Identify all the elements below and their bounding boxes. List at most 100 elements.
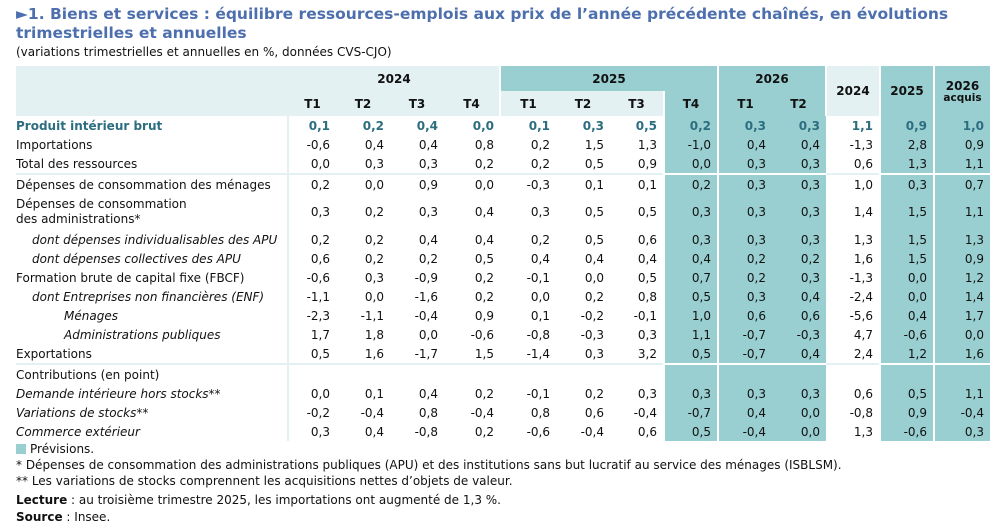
value-cell: 1,1 bbox=[851, 118, 873, 133]
value-cell: -0,7 bbox=[717, 344, 772, 364]
value-cell: 0,9 bbox=[879, 403, 934, 422]
value-cell: 0,4 bbox=[418, 232, 438, 247]
value-cell: -0,6 bbox=[879, 325, 934, 344]
value-cell: 0,2 bbox=[287, 173, 336, 194]
value-cell: 0,2 bbox=[474, 386, 494, 401]
table-subtitle: (variations trimestrielles et annuelles … bbox=[16, 45, 392, 59]
value-cell: -0,2 bbox=[580, 308, 604, 323]
value-cell: -0,4 bbox=[933, 403, 990, 422]
value-cell: 1,3 bbox=[637, 137, 657, 152]
value-cell bbox=[772, 363, 826, 384]
value-cell: 0,6 bbox=[717, 306, 772, 325]
row-label: Importations bbox=[16, 137, 93, 152]
value-cell: 0,0 bbox=[879, 287, 934, 306]
row-label: Commerce extérieur bbox=[16, 424, 140, 439]
value-cell: 1,1 bbox=[933, 194, 990, 230]
value-cell: 1,4 bbox=[933, 287, 990, 306]
forecast-legend: Prévisions. bbox=[16, 441, 94, 457]
value-cell: 0,0 bbox=[444, 173, 500, 194]
value-cell: 0,8 bbox=[530, 405, 550, 420]
value-cell: 1,0 bbox=[933, 116, 990, 135]
value-cell: -0,1 bbox=[526, 386, 550, 401]
value-cell: 0,0 bbox=[879, 268, 934, 287]
value-cell: -0,1 bbox=[526, 270, 550, 285]
value-cell: -0,4 bbox=[414, 308, 438, 323]
value-cell: 0,2 bbox=[530, 232, 550, 247]
value-cell: 0,9 bbox=[933, 135, 990, 154]
header-annual-2026: 2026 acquis bbox=[933, 66, 990, 116]
value-cell: 0,0 bbox=[584, 270, 604, 285]
value-cell: 0,3 bbox=[717, 384, 772, 403]
value-cell bbox=[610, 363, 664, 384]
value-cell: 0,5 bbox=[637, 270, 657, 285]
table-row: Dépenses de consommation des administrati… bbox=[16, 194, 990, 230]
value-cell: 0,2 bbox=[772, 249, 826, 268]
value-cell: -0,4 bbox=[580, 424, 604, 439]
value-cell: 0,4 bbox=[637, 251, 657, 266]
value-cell bbox=[879, 363, 934, 384]
row-label: Produit intérieur brut bbox=[16, 118, 163, 133]
header-quarter: T3 bbox=[610, 91, 664, 116]
value-cell: -1,3 bbox=[849, 137, 873, 152]
value-cell: 0,4 bbox=[772, 287, 826, 306]
value-cell: 0,5 bbox=[663, 344, 718, 364]
value-cell: 0,3 bbox=[637, 386, 657, 401]
value-cell: 0,3 bbox=[663, 384, 718, 403]
value-cell: 0,5 bbox=[584, 204, 604, 219]
header-quarter: T1 bbox=[717, 91, 772, 116]
value-cell bbox=[663, 363, 718, 384]
value-cell: 0,1 bbox=[364, 386, 384, 401]
value-cell: 0,9 bbox=[879, 116, 934, 135]
value-cell: 0,3 bbox=[287, 194, 336, 230]
header-2024: 2024 bbox=[287, 66, 500, 91]
value-cell: -0,4 bbox=[633, 405, 657, 420]
value-cell: 0,3 bbox=[717, 173, 772, 194]
value-cell: -1,0 bbox=[663, 135, 718, 154]
value-cell: 0,3 bbox=[717, 230, 772, 249]
value-cell: 0,3 bbox=[717, 194, 772, 230]
value-cell: 0,2 bbox=[474, 270, 494, 285]
value-cell: 0,4 bbox=[717, 135, 772, 154]
header-blank bbox=[16, 66, 288, 116]
value-cell: 0,5 bbox=[879, 384, 934, 403]
row-label: Dépenses de consommation des administrati… bbox=[16, 197, 187, 226]
value-cell: 2,8 bbox=[879, 135, 934, 154]
row-label: Exportations bbox=[16, 346, 92, 361]
value-cell: 1,2 bbox=[933, 268, 990, 287]
value-cell: 0,1 bbox=[530, 308, 550, 323]
value-cell: 0,2 bbox=[287, 230, 336, 249]
value-cell: 0,5 bbox=[584, 156, 604, 171]
value-cell: 0,2 bbox=[474, 289, 494, 304]
table-row: Ménages -2,3 -1,1 -0,4 0,9 0,1 -0,2 -0,1 1,0 0,6 0… bbox=[16, 306, 990, 325]
value-cell: 1,3 bbox=[879, 154, 934, 174]
value-cell: 0,9 bbox=[390, 173, 444, 194]
value-cell: 1,5 bbox=[584, 137, 604, 152]
value-cell: 1,6 bbox=[853, 251, 873, 266]
value-cell: 0,0 bbox=[472, 118, 494, 133]
value-cell: 1,5 bbox=[879, 230, 934, 249]
table-title: ►1. Biens et services : équilibre ressou… bbox=[16, 5, 949, 42]
value-cell: 0,5 bbox=[637, 204, 657, 219]
value-cell: 0,3 bbox=[772, 384, 826, 403]
value-cell: -0,8 bbox=[414, 424, 438, 439]
value-cell: 0,3 bbox=[582, 118, 604, 133]
value-cell: -1,4 bbox=[526, 346, 550, 361]
value-cell: 0,6 bbox=[287, 249, 336, 268]
value-cell: 1,8 bbox=[364, 327, 384, 342]
value-cell: 0,2 bbox=[717, 268, 772, 287]
value-cell: 0,5 bbox=[663, 287, 718, 306]
row-label: Administrations publiques bbox=[64, 327, 221, 342]
value-cell: 0,4 bbox=[418, 137, 438, 152]
header-quarter: T1 bbox=[287, 91, 336, 116]
value-cell: -0,7 bbox=[717, 325, 772, 344]
value-cell bbox=[826, 363, 880, 384]
value-cell bbox=[556, 363, 610, 384]
header-2026: 2026 bbox=[717, 66, 826, 91]
value-cell: 0,2 bbox=[530, 156, 550, 171]
table-row: Produit intérieur brut 0,1 0,2 0,4 0,0 0,1 0,3… bbox=[16, 116, 990, 135]
reading-note: Lecture : au troisième trimestre 2025, l… bbox=[16, 493, 501, 507]
value-cell: 1,7 bbox=[287, 325, 336, 344]
value-cell: 0,7 bbox=[663, 268, 718, 287]
value-cell: 0,0 bbox=[530, 289, 550, 304]
row-label: Contributions (en point) bbox=[16, 363, 288, 384]
